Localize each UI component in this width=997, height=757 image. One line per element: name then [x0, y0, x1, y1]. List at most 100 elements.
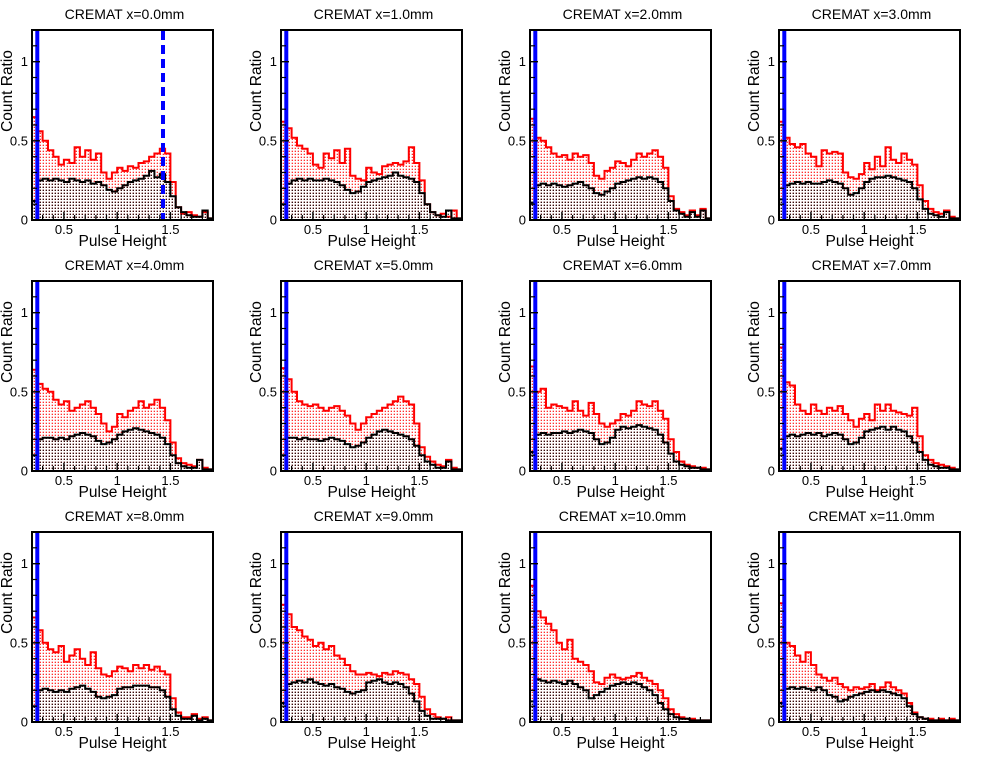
y-tick-label: 0.5 [10, 384, 28, 399]
x-tick-label: 1.5 [659, 724, 677, 739]
y-tick-label: 0.5 [259, 384, 277, 399]
plot-title: CREMAT x=2.0mm [563, 6, 683, 22]
histogram-red-outline [529, 365, 712, 471]
y-tick-label: 0.5 [508, 133, 526, 148]
x-tick-label: 1.5 [410, 724, 428, 739]
plot-frame [31, 29, 214, 221]
y-tick-label: 0.5 [757, 133, 775, 148]
y-axis-title: Count Ratio [0, 50, 16, 132]
subplot-6: 0.5 1 1.5 0 0.5 1 Pulse Height Count Ratio CREMA… [497, 251, 747, 501]
y-tick-label: 0 [270, 464, 277, 479]
plot-title: CREMAT x=11.0mm [808, 508, 934, 524]
y-tick-label: 1 [519, 54, 526, 69]
plot-frame [529, 29, 712, 221]
plot-frame [31, 280, 214, 472]
subplot-11: 0.5 1 1.5 0 0.5 1 Pulse Height Count Ratio CREMA… [746, 502, 996, 752]
plot-title: CREMAT x=10.0mm [559, 508, 686, 524]
histogram-black-fill [530, 425, 711, 471]
y-axis-title: Count Ratio [249, 301, 265, 383]
x-tick-label: 1 [612, 724, 619, 739]
x-tick-label: 1.5 [410, 473, 428, 488]
y-tick-label: 1 [270, 556, 277, 571]
histogram-black-fill [32, 170, 213, 220]
x-axis-title: Pulse Height [826, 233, 915, 250]
y-axis-title: Count Ratio [249, 50, 265, 132]
y-tick-label: 0 [519, 715, 526, 730]
x-axis-title: Pulse Height [826, 484, 915, 501]
histogram-black-fill [530, 177, 711, 220]
histogram-black-fill [779, 426, 960, 471]
x-axis-title: Pulse Height [577, 233, 666, 250]
x-tick-label: 1 [363, 222, 370, 237]
histogram-red-outline [778, 120, 961, 220]
histogram-black-outline [280, 171, 463, 220]
y-axis-title: Count Ratio [747, 50, 763, 132]
subplot-10: 0.5 1 1.5 0 0.5 1 Pulse Height Count Ratio CREMA… [497, 502, 747, 752]
x-axis-title: Pulse Height [826, 735, 915, 752]
plot-frame [280, 280, 463, 472]
subplot-0: 0.5 1 1.5 0 0.5 1 Pulse Height Count Ratio CREMA… [0, 0, 249, 250]
plot-frame [778, 531, 961, 723]
y-tick-label: 0 [768, 464, 775, 479]
y-tick-label: 0.5 [508, 635, 526, 650]
plot-title: CREMAT x=0.0mm [65, 6, 185, 22]
x-tick-label: 0.5 [304, 222, 322, 237]
y-tick-label: 0 [270, 213, 277, 228]
y-tick-label: 1 [21, 54, 28, 69]
histogram-black-outline [529, 176, 712, 220]
y-tick-label: 0 [768, 715, 775, 730]
y-axis-title: Count Ratio [498, 301, 514, 383]
histogram-red-outline [280, 367, 463, 471]
plot-title: CREMAT x=1.0mm [314, 6, 434, 22]
y-tick-label: 1 [519, 305, 526, 320]
histogram-black-outline [280, 678, 463, 722]
x-tick-label: 0.5 [553, 473, 571, 488]
x-tick-label: 0.5 [55, 473, 73, 488]
histogram-black-outline [31, 684, 214, 722]
y-tick-label: 1 [768, 556, 775, 571]
histogram-red-outline [280, 603, 463, 722]
plot-title: CREMAT x=4.0mm [65, 257, 185, 273]
histogram-red-outline [778, 346, 961, 471]
x-tick-label: 0.5 [304, 473, 322, 488]
plot-title: CREMAT x=9.0mm [314, 508, 434, 524]
y-tick-label: 0 [21, 715, 28, 730]
x-tick-label: 1.5 [410, 222, 428, 237]
y-tick-label: 0.5 [508, 384, 526, 399]
x-tick-label: 0.5 [55, 724, 73, 739]
x-tick-label: 1 [861, 724, 868, 739]
subplot-7: 0.5 1 1.5 0 0.5 1 Pulse Height Count Ratio CREMA… [746, 251, 996, 501]
histogram-red-outline [31, 368, 214, 471]
y-tick-label: 0 [21, 213, 28, 228]
subplot-5: 0.5 1 1.5 0 0.5 1 Pulse Height Count Ratio CREMA… [248, 251, 498, 501]
histogram-black-fill [32, 685, 213, 722]
y-tick-label: 0 [21, 464, 28, 479]
x-tick-label: 1 [861, 222, 868, 237]
histogram-red-outline [778, 602, 961, 722]
x-axis-title: Pulse Height [328, 484, 417, 501]
subplot-1: 0.5 1 1.5 0 0.5 1 Pulse Height Count Ratio CREMA… [248, 0, 498, 250]
x-tick-label: 1.5 [659, 222, 677, 237]
x-tick-label: 1.5 [908, 222, 926, 237]
histogram-black-fill [281, 679, 462, 722]
x-tick-label: 1.5 [161, 222, 179, 237]
x-axis-title: Pulse Height [79, 735, 168, 752]
plot-title: CREMAT x=3.0mm [812, 6, 932, 22]
subplot-8: 0.5 1 1.5 0 0.5 1 Pulse Height Count Ratio CREMA… [0, 502, 249, 752]
x-tick-label: 1 [363, 473, 370, 488]
plot-frame [778, 29, 961, 221]
x-axis-title: Pulse Height [79, 233, 168, 250]
y-tick-label: 0 [768, 213, 775, 228]
y-tick-label: 0.5 [10, 133, 28, 148]
histogram-black-outline [778, 174, 961, 220]
x-tick-label: 0.5 [553, 724, 571, 739]
x-tick-label: 1.5 [659, 473, 677, 488]
